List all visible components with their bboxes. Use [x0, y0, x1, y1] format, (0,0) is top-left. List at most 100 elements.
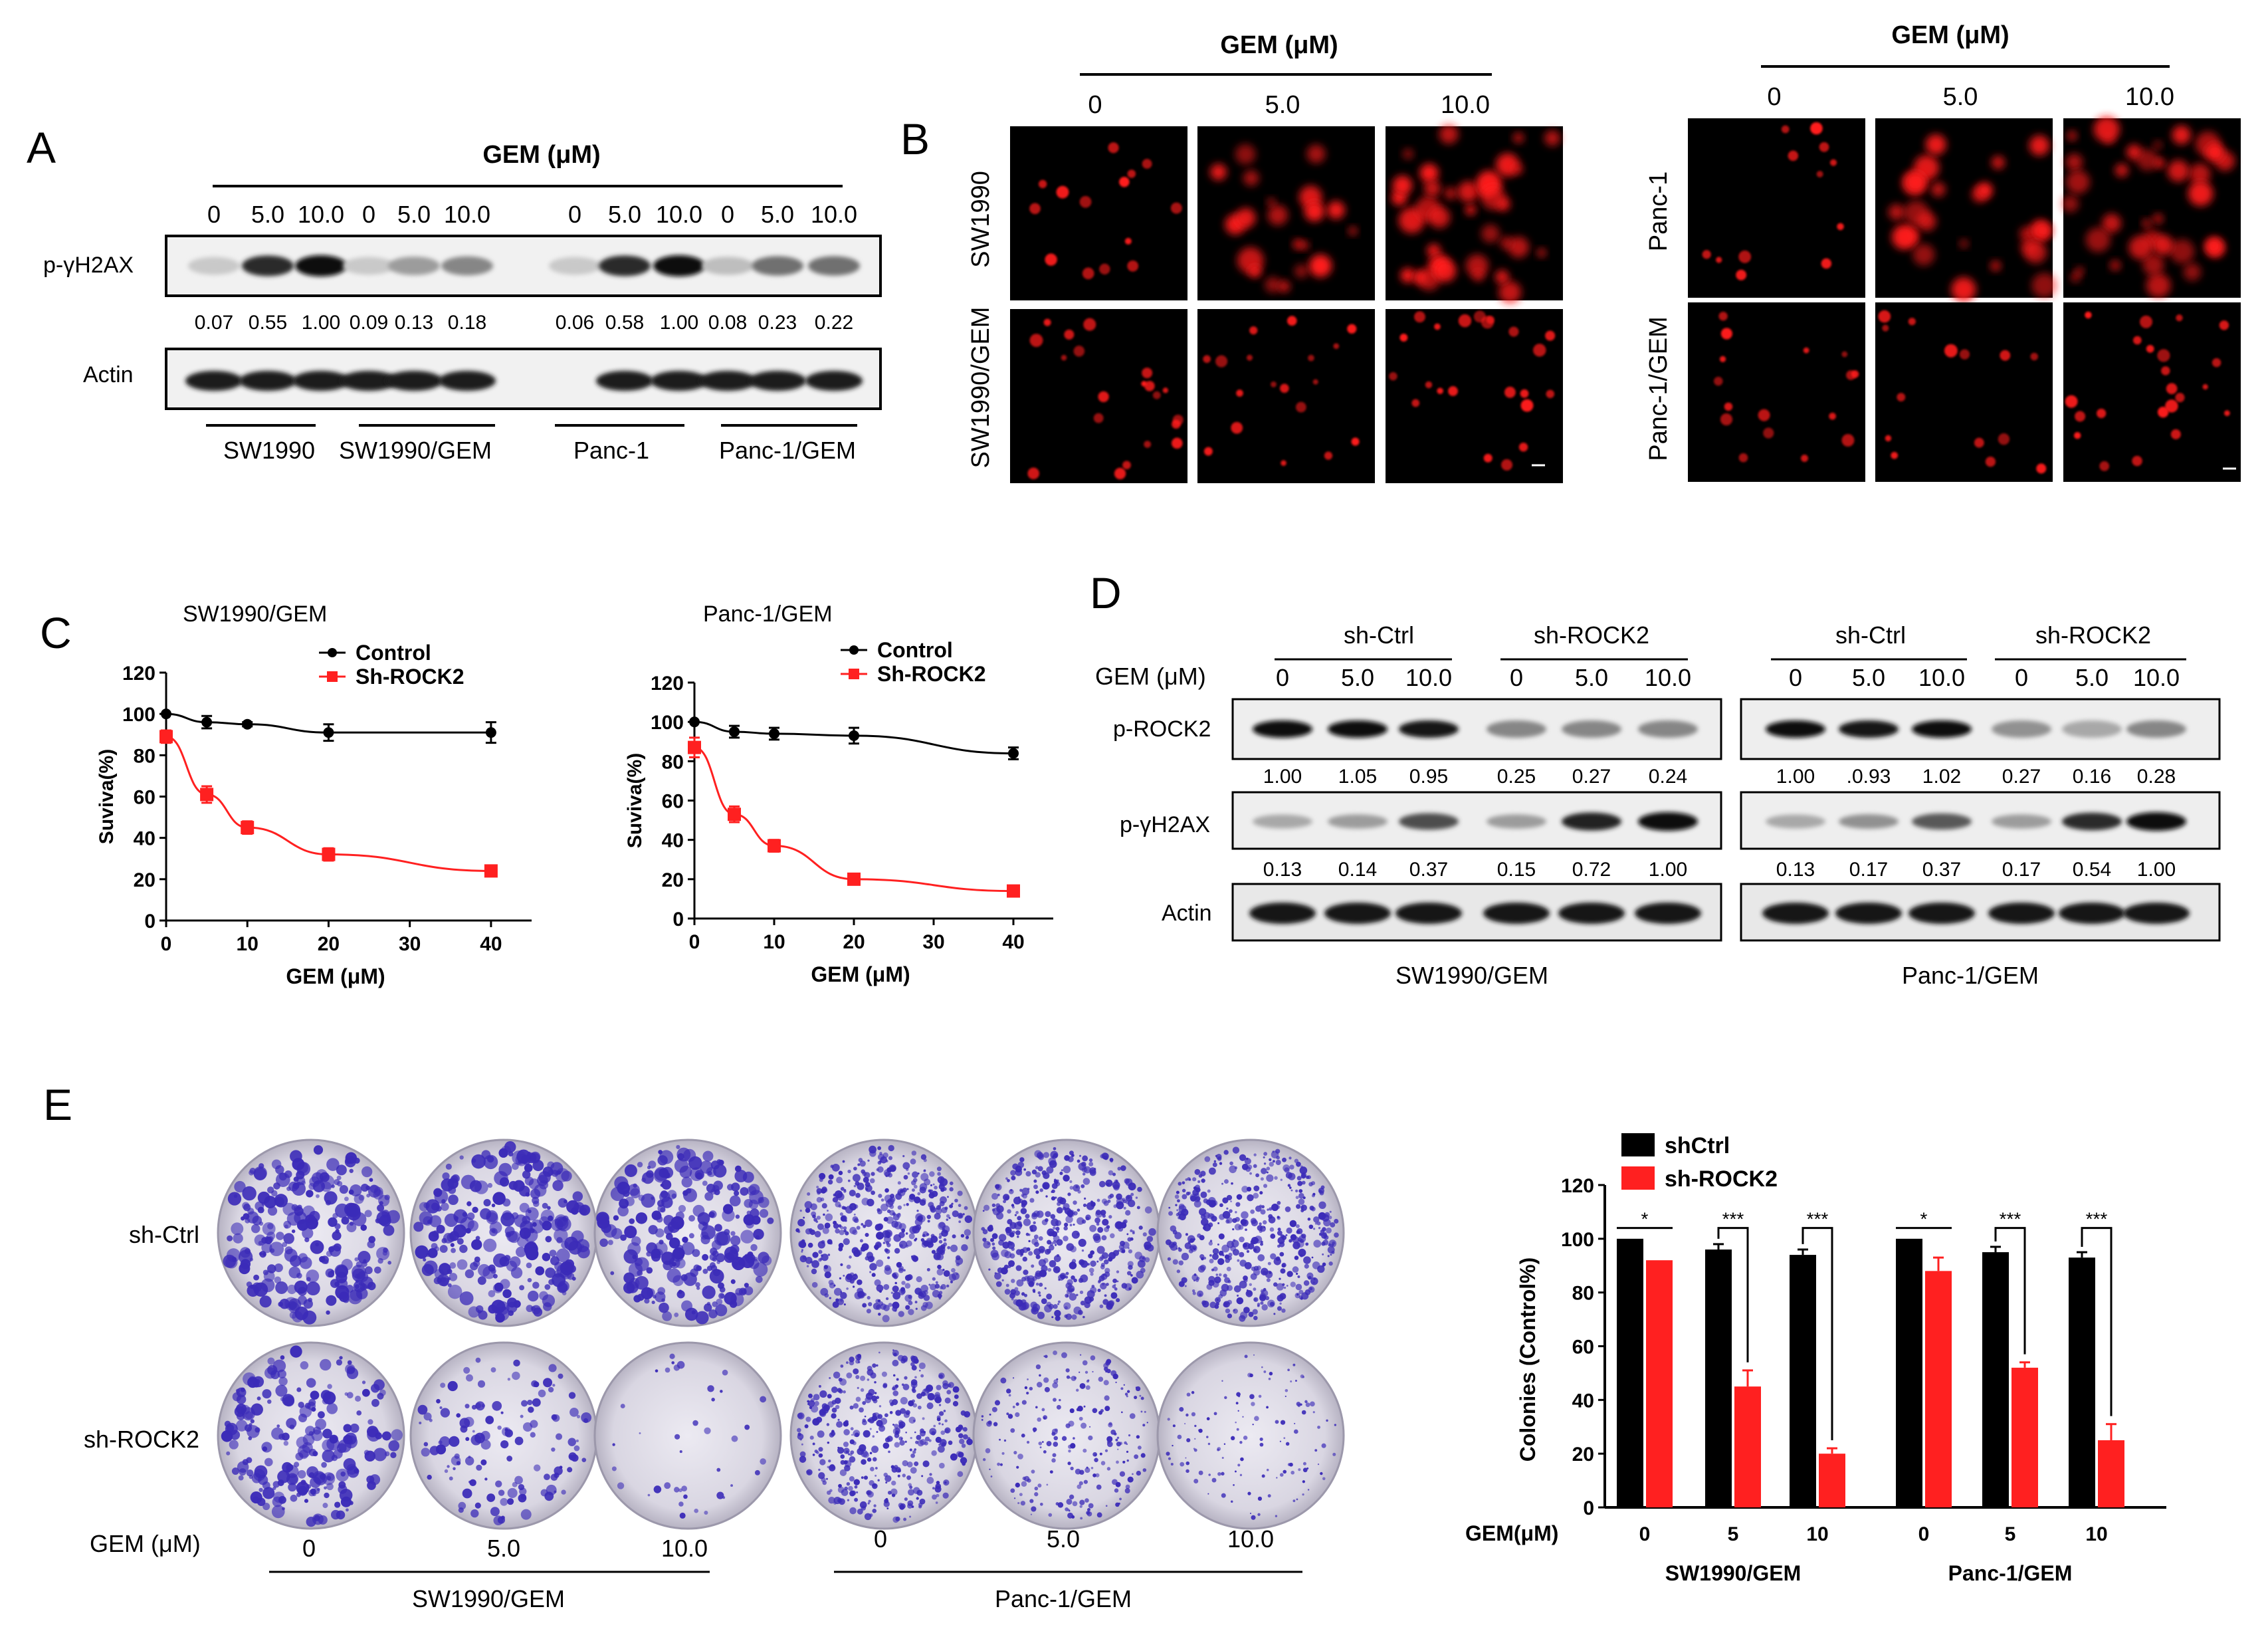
panel-d-ratio-rock2: 0.95: [1409, 766, 1448, 788]
colony: [391, 1429, 403, 1441]
colony: [544, 1284, 551, 1290]
colony: [891, 1467, 898, 1473]
colony: [817, 1430, 825, 1438]
colony: [740, 1230, 754, 1244]
x-tick-label: 10: [237, 933, 258, 955]
colony: [336, 1468, 349, 1482]
colony: [1207, 1442, 1211, 1446]
colony: [1079, 1154, 1082, 1157]
colony: [1055, 1315, 1061, 1321]
colony: [1208, 1473, 1211, 1476]
colony: [880, 1204, 888, 1212]
colony: [822, 1227, 829, 1234]
colony: [926, 1214, 932, 1220]
colony: [1253, 1298, 1257, 1301]
colony: [1004, 1289, 1011, 1295]
colony: [1033, 1248, 1041, 1255]
colony: [379, 1214, 391, 1227]
colony: [688, 1233, 694, 1239]
colony: [1079, 1371, 1081, 1373]
colony: [900, 1408, 906, 1414]
colony: [735, 1256, 740, 1261]
legend-label: Control: [877, 638, 953, 662]
colony: [607, 1240, 613, 1246]
colony: [346, 1392, 354, 1399]
colony: [470, 1261, 478, 1271]
colony: [278, 1301, 284, 1307]
colony: [1212, 1248, 1219, 1255]
colony: [322, 1428, 332, 1439]
colony: [814, 1400, 819, 1406]
colony: [1003, 1264, 1009, 1269]
colony: [665, 1367, 670, 1373]
colony: [1178, 1248, 1182, 1252]
colony: [990, 1475, 993, 1477]
colony: [361, 1380, 366, 1384]
colony: [1191, 1289, 1195, 1293]
colony: [1058, 1274, 1065, 1281]
colony: [981, 1227, 985, 1231]
colony: [1317, 1426, 1320, 1429]
colony: [1014, 1214, 1017, 1216]
panel-d-ratio-rock2: 0.27: [1572, 766, 1611, 788]
colony: [1079, 1499, 1085, 1505]
colony: [849, 1507, 857, 1515]
colony: [1039, 1248, 1045, 1254]
colony: [234, 1180, 246, 1193]
panel-b-focus: [1073, 345, 1085, 357]
colony: [1167, 1257, 1172, 1261]
y-axis-label: Colonies (Control%): [1516, 1257, 1540, 1462]
colony: [845, 1361, 849, 1364]
colony: [282, 1242, 288, 1248]
x-tick-label: 5: [2005, 1523, 2016, 1545]
colony: [480, 1440, 491, 1450]
colony: [306, 1484, 312, 1489]
panel-b-focus: [1294, 264, 1308, 278]
panel-b-focus: [1483, 453, 1493, 463]
colony: [952, 1210, 959, 1218]
colony: [1233, 1484, 1235, 1486]
colony: [702, 1268, 708, 1274]
colony: [1019, 1493, 1023, 1497]
bar-shctrl: [1790, 1255, 1816, 1507]
colony: [894, 1424, 899, 1429]
panel-b-focus: [2061, 195, 2079, 213]
colony: [918, 1362, 926, 1370]
colony: [272, 1496, 283, 1507]
colony: [343, 1424, 352, 1433]
colony: [853, 1166, 857, 1171]
colony: [997, 1462, 1001, 1466]
colony: [1202, 1300, 1209, 1308]
colony: [1274, 1176, 1278, 1180]
colony: [951, 1202, 954, 1205]
colony: [354, 1284, 360, 1289]
colony: [1236, 1194, 1243, 1200]
data-point: [323, 727, 334, 738]
colony: [1212, 1281, 1219, 1288]
colony: [952, 1400, 959, 1407]
colony: [1052, 1453, 1057, 1458]
colony: [1105, 1505, 1108, 1507]
colony: [1090, 1467, 1094, 1470]
colony: [991, 1242, 995, 1246]
x-tick-label: 0: [689, 931, 700, 953]
panel-b-focus: [1885, 435, 1892, 442]
colony: [316, 1194, 320, 1198]
panel-b-focus: [1724, 402, 1733, 411]
colony: [731, 1435, 738, 1442]
colony: [847, 1179, 851, 1182]
colony: [1255, 1173, 1260, 1178]
colony: [1302, 1480, 1305, 1483]
colony: [1170, 1462, 1174, 1466]
colony: [423, 1442, 429, 1447]
panel-b-focus: [1851, 370, 1859, 378]
colony: [1309, 1205, 1314, 1211]
colony: [711, 1398, 715, 1402]
colony: [354, 1257, 359, 1261]
colony: [1178, 1260, 1184, 1265]
colony: [458, 1501, 466, 1510]
colony: [440, 1382, 446, 1388]
panel-b-focus: [1082, 267, 1094, 280]
colony: [1120, 1387, 1124, 1390]
colony: [1031, 1506, 1037, 1512]
